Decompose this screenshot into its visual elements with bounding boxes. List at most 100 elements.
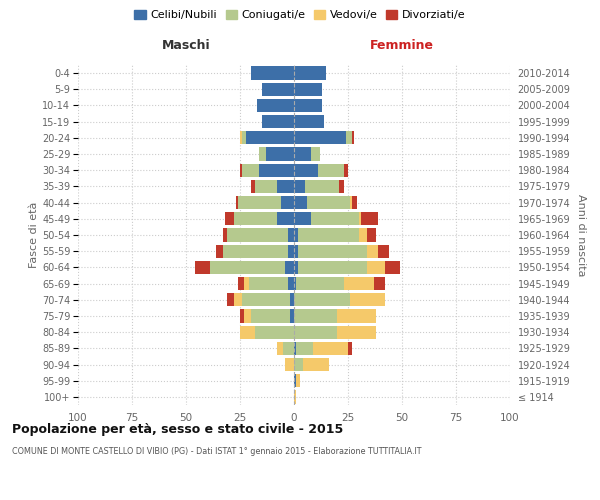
Bar <box>194 260 210 274</box>
Bar <box>294 260 298 274</box>
Bar <box>290 310 294 322</box>
Bar <box>337 310 376 322</box>
Text: Femmine: Femmine <box>370 39 434 52</box>
Bar <box>251 180 255 193</box>
Bar <box>247 131 294 144</box>
Bar <box>337 326 376 339</box>
Bar <box>313 342 348 355</box>
Bar <box>259 148 266 160</box>
Bar <box>262 82 294 96</box>
Text: Popolazione per età, sesso e stato civile - 2015: Popolazione per età, sesso e stato civil… <box>12 422 343 436</box>
Bar <box>294 66 326 80</box>
Bar <box>311 148 320 160</box>
Bar <box>262 115 294 128</box>
Bar <box>352 196 356 209</box>
Bar <box>294 148 311 160</box>
Bar <box>248 277 287 290</box>
Bar <box>367 244 378 258</box>
Bar <box>294 277 296 290</box>
Bar <box>277 342 283 355</box>
Bar <box>344 277 374 290</box>
Bar <box>385 260 400 274</box>
Bar <box>290 293 294 306</box>
Bar <box>305 180 340 193</box>
Bar <box>281 196 294 209</box>
Bar <box>240 310 244 322</box>
Bar <box>287 277 294 290</box>
Text: Maschi: Maschi <box>161 39 211 52</box>
Bar <box>302 358 329 371</box>
Bar <box>294 99 322 112</box>
Bar <box>223 228 227 241</box>
Bar <box>294 326 337 339</box>
Bar <box>298 260 367 274</box>
Bar <box>259 164 294 177</box>
Bar <box>359 228 367 241</box>
Bar <box>251 310 290 322</box>
Bar <box>277 180 294 193</box>
Bar <box>240 131 242 144</box>
Bar <box>296 374 301 388</box>
Bar <box>294 342 296 355</box>
Bar <box>287 228 294 241</box>
Bar <box>223 244 287 258</box>
Bar <box>255 180 277 193</box>
Bar <box>286 260 294 274</box>
Bar <box>294 164 318 177</box>
Bar <box>294 82 322 96</box>
Bar <box>294 212 311 226</box>
Bar <box>242 131 247 144</box>
Bar <box>352 131 355 144</box>
Bar <box>244 310 251 322</box>
Bar <box>294 131 346 144</box>
Bar <box>255 326 294 339</box>
Bar <box>361 212 378 226</box>
Bar <box>359 212 361 226</box>
Bar <box>227 228 287 241</box>
Bar <box>227 293 233 306</box>
Bar <box>294 180 305 193</box>
Bar <box>238 196 281 209</box>
Bar <box>294 293 350 306</box>
Bar <box>294 196 307 209</box>
Bar <box>350 293 385 306</box>
Bar <box>216 244 223 258</box>
Bar <box>294 374 296 388</box>
Bar <box>378 244 389 258</box>
Bar <box>238 277 244 290</box>
Bar <box>346 131 352 144</box>
Bar <box>251 66 294 80</box>
Bar <box>244 277 248 290</box>
Bar <box>210 260 286 274</box>
Bar <box>298 244 367 258</box>
Bar <box>294 390 296 404</box>
Bar <box>233 212 277 226</box>
Bar <box>350 196 352 209</box>
Bar <box>233 293 242 306</box>
Bar <box>225 212 233 226</box>
Bar <box>294 115 324 128</box>
Bar <box>318 164 344 177</box>
Y-axis label: Fasce di età: Fasce di età <box>29 202 39 268</box>
Bar <box>294 310 337 322</box>
Bar <box>294 228 298 241</box>
Bar <box>344 164 348 177</box>
Bar <box>340 180 344 193</box>
Bar <box>296 277 344 290</box>
Bar <box>266 148 294 160</box>
Bar <box>298 228 359 241</box>
Bar <box>240 164 242 177</box>
Bar <box>287 244 294 258</box>
Bar <box>257 99 294 112</box>
Text: COMUNE DI MONTE CASTELLO DI VIBIO (PG) - Dati ISTAT 1° gennaio 2015 - Elaborazio: COMUNE DI MONTE CASTELLO DI VIBIO (PG) -… <box>12 448 421 456</box>
Bar <box>296 342 313 355</box>
Legend: Celibi/Nubili, Coniugati/e, Vedovi/e, Divorziati/e: Celibi/Nubili, Coniugati/e, Vedovi/e, Di… <box>130 6 470 25</box>
Bar <box>294 244 298 258</box>
Bar <box>277 212 294 226</box>
Bar <box>307 196 350 209</box>
Y-axis label: Anni di nascita: Anni di nascita <box>576 194 586 276</box>
Bar <box>242 293 290 306</box>
Bar <box>367 260 385 274</box>
Bar <box>236 196 238 209</box>
Bar <box>348 342 352 355</box>
